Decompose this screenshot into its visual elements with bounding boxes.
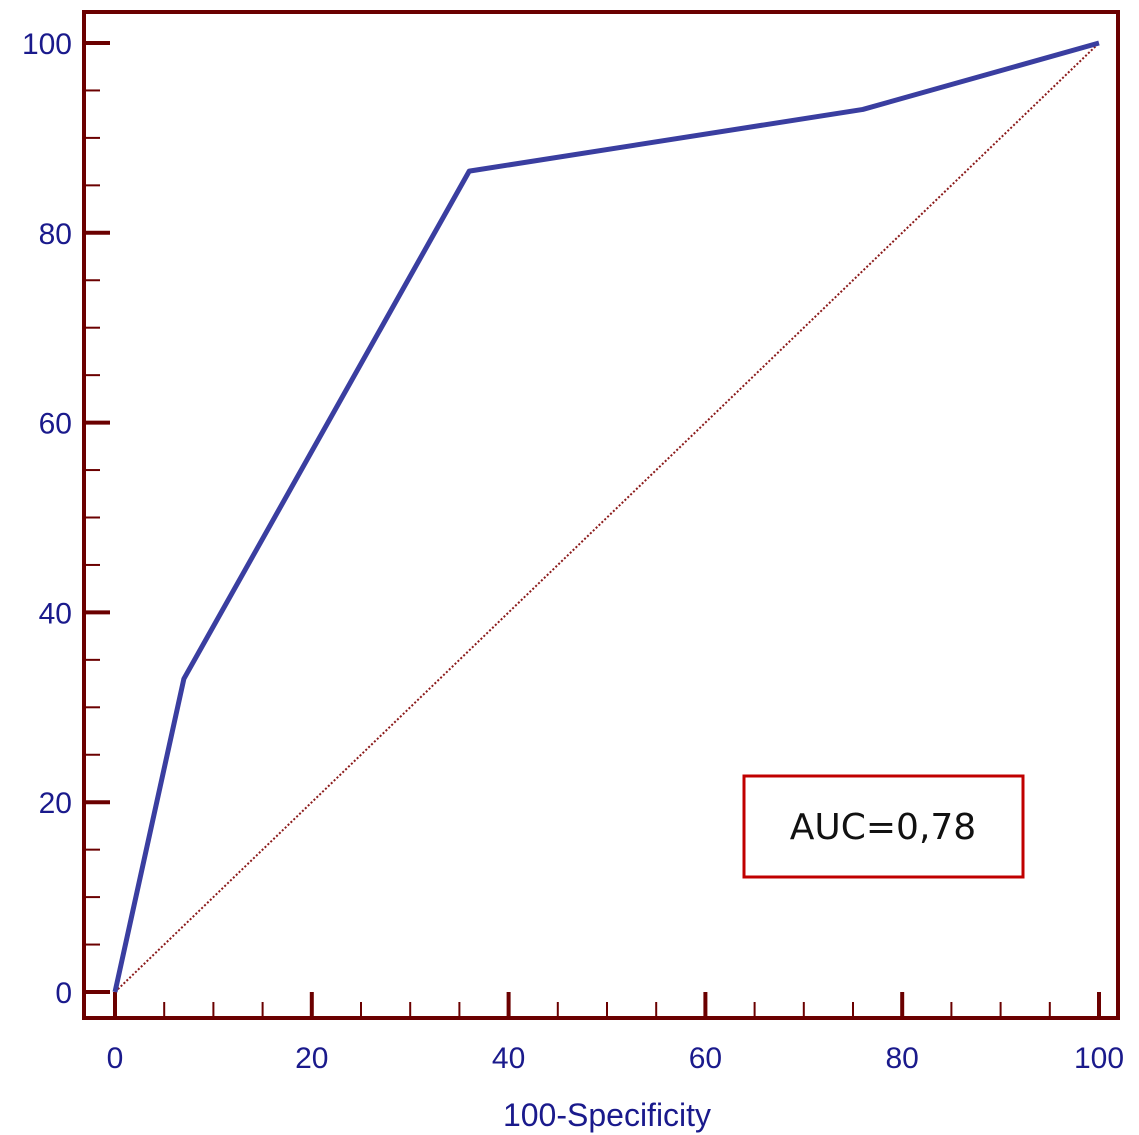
y-tick-label: 60 xyxy=(39,408,72,441)
auc-annotation-text: AUC=0,78 xyxy=(790,807,976,848)
x-axis-title: 100-Specificity xyxy=(503,1097,711,1133)
auc-annotation: AUC=0,78 xyxy=(742,774,1025,879)
x-tick-label: 0 xyxy=(107,1042,124,1075)
x-tick-label: 80 xyxy=(886,1042,919,1075)
plot-frame xyxy=(82,10,1120,1020)
y-axis-tick-labels: 0 20 40 60 80 100 xyxy=(22,28,72,1010)
x-tick-label: 40 xyxy=(492,1042,525,1075)
y-tick-label: 20 xyxy=(39,787,72,820)
y-tick-label: 80 xyxy=(39,218,72,251)
roc-curve-line xyxy=(112,40,1100,993)
auc-annotation-box xyxy=(742,774,1025,879)
x-axis-ticks xyxy=(113,992,1101,1018)
y-tick-label: 100 xyxy=(22,28,72,61)
x-tick-label: 60 xyxy=(689,1042,722,1075)
x-tick-label: 20 xyxy=(295,1042,328,1075)
y-tick-label: 40 xyxy=(39,597,72,630)
x-tick-label: 100 xyxy=(1074,1042,1124,1075)
x-axis-tick-labels: 0 20 40 60 80 100 xyxy=(107,1042,1124,1075)
y-axis-ticks xyxy=(84,41,110,994)
y-tick-label: 0 xyxy=(55,977,72,1010)
